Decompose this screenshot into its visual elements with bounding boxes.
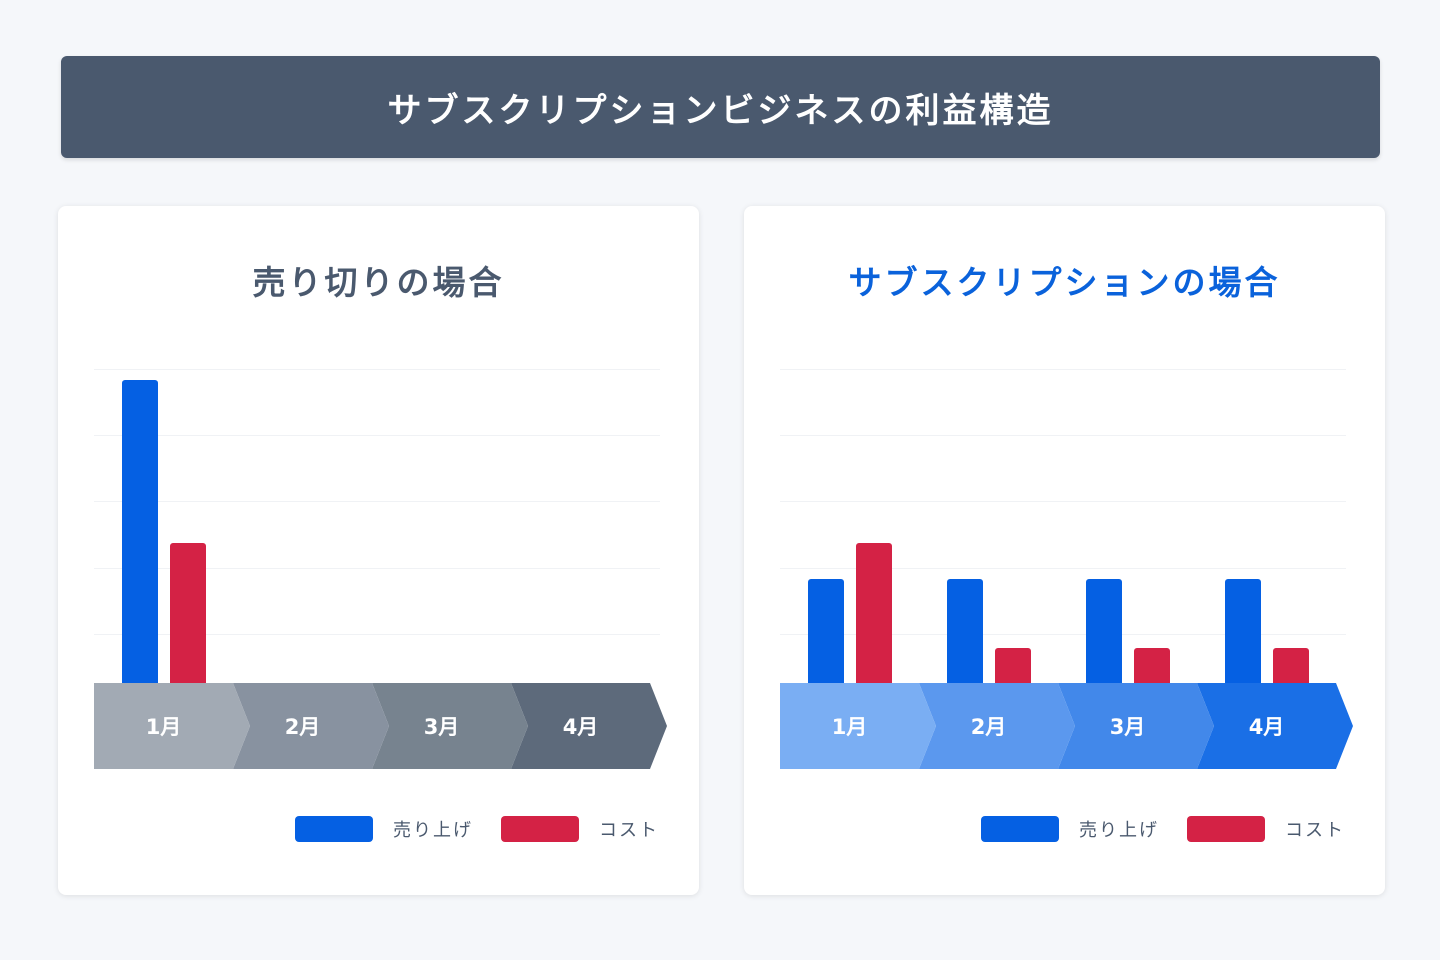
month-segment: 3月 [1058, 683, 1214, 769]
month-segment: 4月 [511, 683, 667, 769]
legend-swatch-revenue [981, 816, 1059, 842]
month-segment: 2月 [919, 683, 1075, 769]
bar-cost [170, 543, 206, 683]
legend: 売り上げ コスト [295, 816, 659, 842]
bar-cost [856, 543, 892, 683]
gridline [94, 634, 660, 635]
month-label: 4月 [1248, 715, 1285, 739]
bar-plot-area [780, 363, 1346, 683]
month-timeline-arrow: 4月 3月 2月 1月 [780, 683, 1353, 769]
bar-revenue [947, 579, 983, 683]
gridline [94, 501, 660, 502]
bar-cost [1273, 648, 1309, 683]
legend-swatch-revenue [295, 816, 373, 842]
legend: 売り上げ コスト [981, 816, 1345, 842]
legend-label-revenue: 売り上げ [1079, 820, 1159, 841]
bar-revenue [1225, 579, 1261, 683]
bar-cost [995, 648, 1031, 683]
bar-plot-area [94, 363, 660, 683]
legend-label-cost: コスト [1285, 820, 1345, 841]
month-label: 3月 [423, 715, 460, 739]
legend-swatch-cost [501, 816, 579, 842]
legend-label-cost: コスト [599, 820, 659, 841]
gridline [94, 435, 660, 436]
legend-label-revenue: 売り上げ [393, 820, 473, 841]
month-segment: 3月 [372, 683, 528, 769]
legend-swatch-cost [1187, 816, 1265, 842]
gridline [780, 435, 1346, 436]
bar-revenue [1086, 579, 1122, 683]
month-timeline-arrow: 4月 3月 2月 1月 [94, 683, 667, 769]
bar-revenue [122, 380, 158, 683]
month-label: 4月 [562, 715, 599, 739]
panel-title: 売り切りの場合 [252, 263, 505, 302]
month-label: 1月 [831, 715, 868, 739]
gridline [94, 369, 660, 370]
gridline [780, 634, 1346, 635]
panel-one-time: 売り切りの場合 4月 3月 2月 1月 売り上げ コスト [58, 206, 699, 895]
bar-cost [1134, 648, 1170, 683]
month-label: 2月 [970, 715, 1007, 739]
page-title: サブスクリプションビジネスの利益構造 [387, 90, 1054, 131]
gridline [780, 369, 1346, 370]
panel-subscription: サブスクリプションの場合 4月 3月 2月 1月 売り上げ コスト [744, 206, 1385, 895]
month-segment: 1月 [94, 683, 250, 769]
panel-title: サブスクリプションの場合 [848, 263, 1281, 302]
bar-revenue [808, 579, 844, 683]
month-label: 1月 [145, 715, 182, 739]
month-label: 2月 [284, 715, 321, 739]
month-segment: 1月 [780, 683, 936, 769]
month-segment: 4月 [1197, 683, 1353, 769]
gridline [780, 568, 1346, 569]
title-banner: サブスクリプションビジネスの利益構造 [61, 56, 1380, 158]
gridline [94, 568, 660, 569]
month-segment: 2月 [233, 683, 389, 769]
month-label: 3月 [1109, 715, 1146, 739]
gridline [780, 501, 1346, 502]
